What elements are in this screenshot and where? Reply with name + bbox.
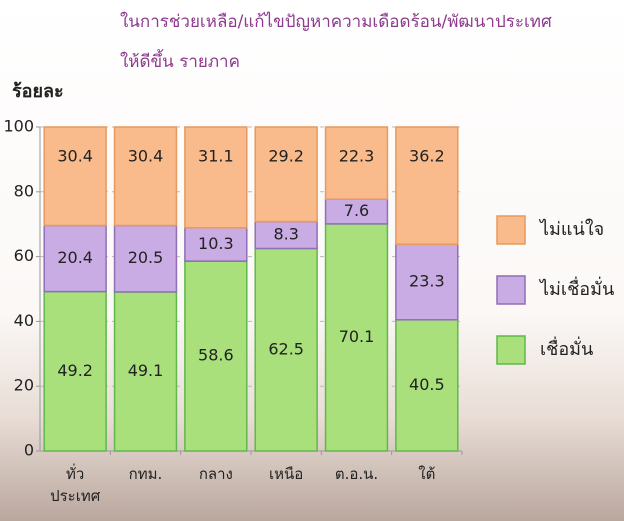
y-tick-label: 20	[14, 376, 34, 395]
data-label: 49.2	[57, 361, 93, 380]
bar-segment	[113, 291, 178, 452]
bar-segment	[184, 227, 248, 262]
data-label: 30.4	[128, 147, 164, 166]
bar-segment	[43, 290, 107, 452]
x-tick-label: ทั่ว ประเทศ	[50, 465, 101, 505]
bar-segment	[254, 126, 318, 223]
bar-segment	[395, 126, 459, 246]
bar-segment	[395, 243, 459, 321]
legend-label: ไม่เชื่อมั่น	[538, 276, 614, 300]
data-label: 31.1	[198, 147, 234, 166]
data-label: 49.1	[128, 361, 164, 380]
y-tick-label: 40	[14, 311, 34, 330]
y-tick-label: 0	[24, 441, 34, 460]
y-axis-label: ร้อยละ	[12, 81, 64, 102]
data-label: 70.1	[339, 327, 375, 346]
data-label: 36.2	[409, 147, 445, 166]
bar-segment	[395, 319, 459, 452]
bar-segment	[324, 126, 389, 201]
data-label: 58.6	[198, 346, 234, 365]
x-tick-label: เหนือ	[269, 465, 304, 483]
data-label: 20.5	[128, 248, 164, 267]
data-label: 30.4	[57, 147, 93, 166]
chart-title: ให้ดีขึ้น รายภาค	[120, 49, 240, 72]
bar-segment	[254, 247, 318, 452]
data-label: 7.6	[344, 201, 369, 220]
x-tick-label: ใต้	[418, 465, 436, 483]
legend-swatch	[496, 275, 526, 305]
data-label: 20.4	[57, 248, 93, 267]
legend-label: ไม่แน่ใจ	[538, 218, 604, 240]
data-label: 62.5	[268, 339, 304, 358]
data-label: 23.3	[409, 272, 445, 291]
data-label: 29.2	[268, 147, 304, 166]
y-tick-label: 60	[14, 246, 34, 265]
y-tick-label: 100	[3, 117, 34, 136]
bar-segment	[184, 260, 248, 452]
bar-segment	[113, 224, 178, 293]
bar-segment	[43, 224, 107, 293]
chart-title: ในการช่วยเหลือ/แก้ไขปัญหาความเดือดร้อน/พ…	[120, 11, 552, 32]
data-label: 22.3	[339, 147, 375, 166]
bar-segment	[184, 126, 248, 229]
bar-segment	[324, 223, 389, 452]
data-label: 10.3	[198, 234, 234, 253]
bar-segment	[254, 220, 318, 250]
legend-label: เชื่อมั่น	[540, 336, 593, 360]
x-tick-label: กลาง	[198, 465, 233, 483]
bar-segment	[113, 126, 178, 227]
legend-swatch	[496, 215, 526, 245]
data-label: 40.5	[409, 375, 445, 394]
bar-segment	[43, 126, 107, 227]
y-tick-label: 80	[14, 181, 34, 200]
legend-swatch	[496, 335, 526, 365]
x-tick-label: ต.อ.น.	[334, 465, 379, 483]
x-tick-label: กทม.	[128, 465, 163, 483]
data-label: 8.3	[273, 225, 298, 244]
